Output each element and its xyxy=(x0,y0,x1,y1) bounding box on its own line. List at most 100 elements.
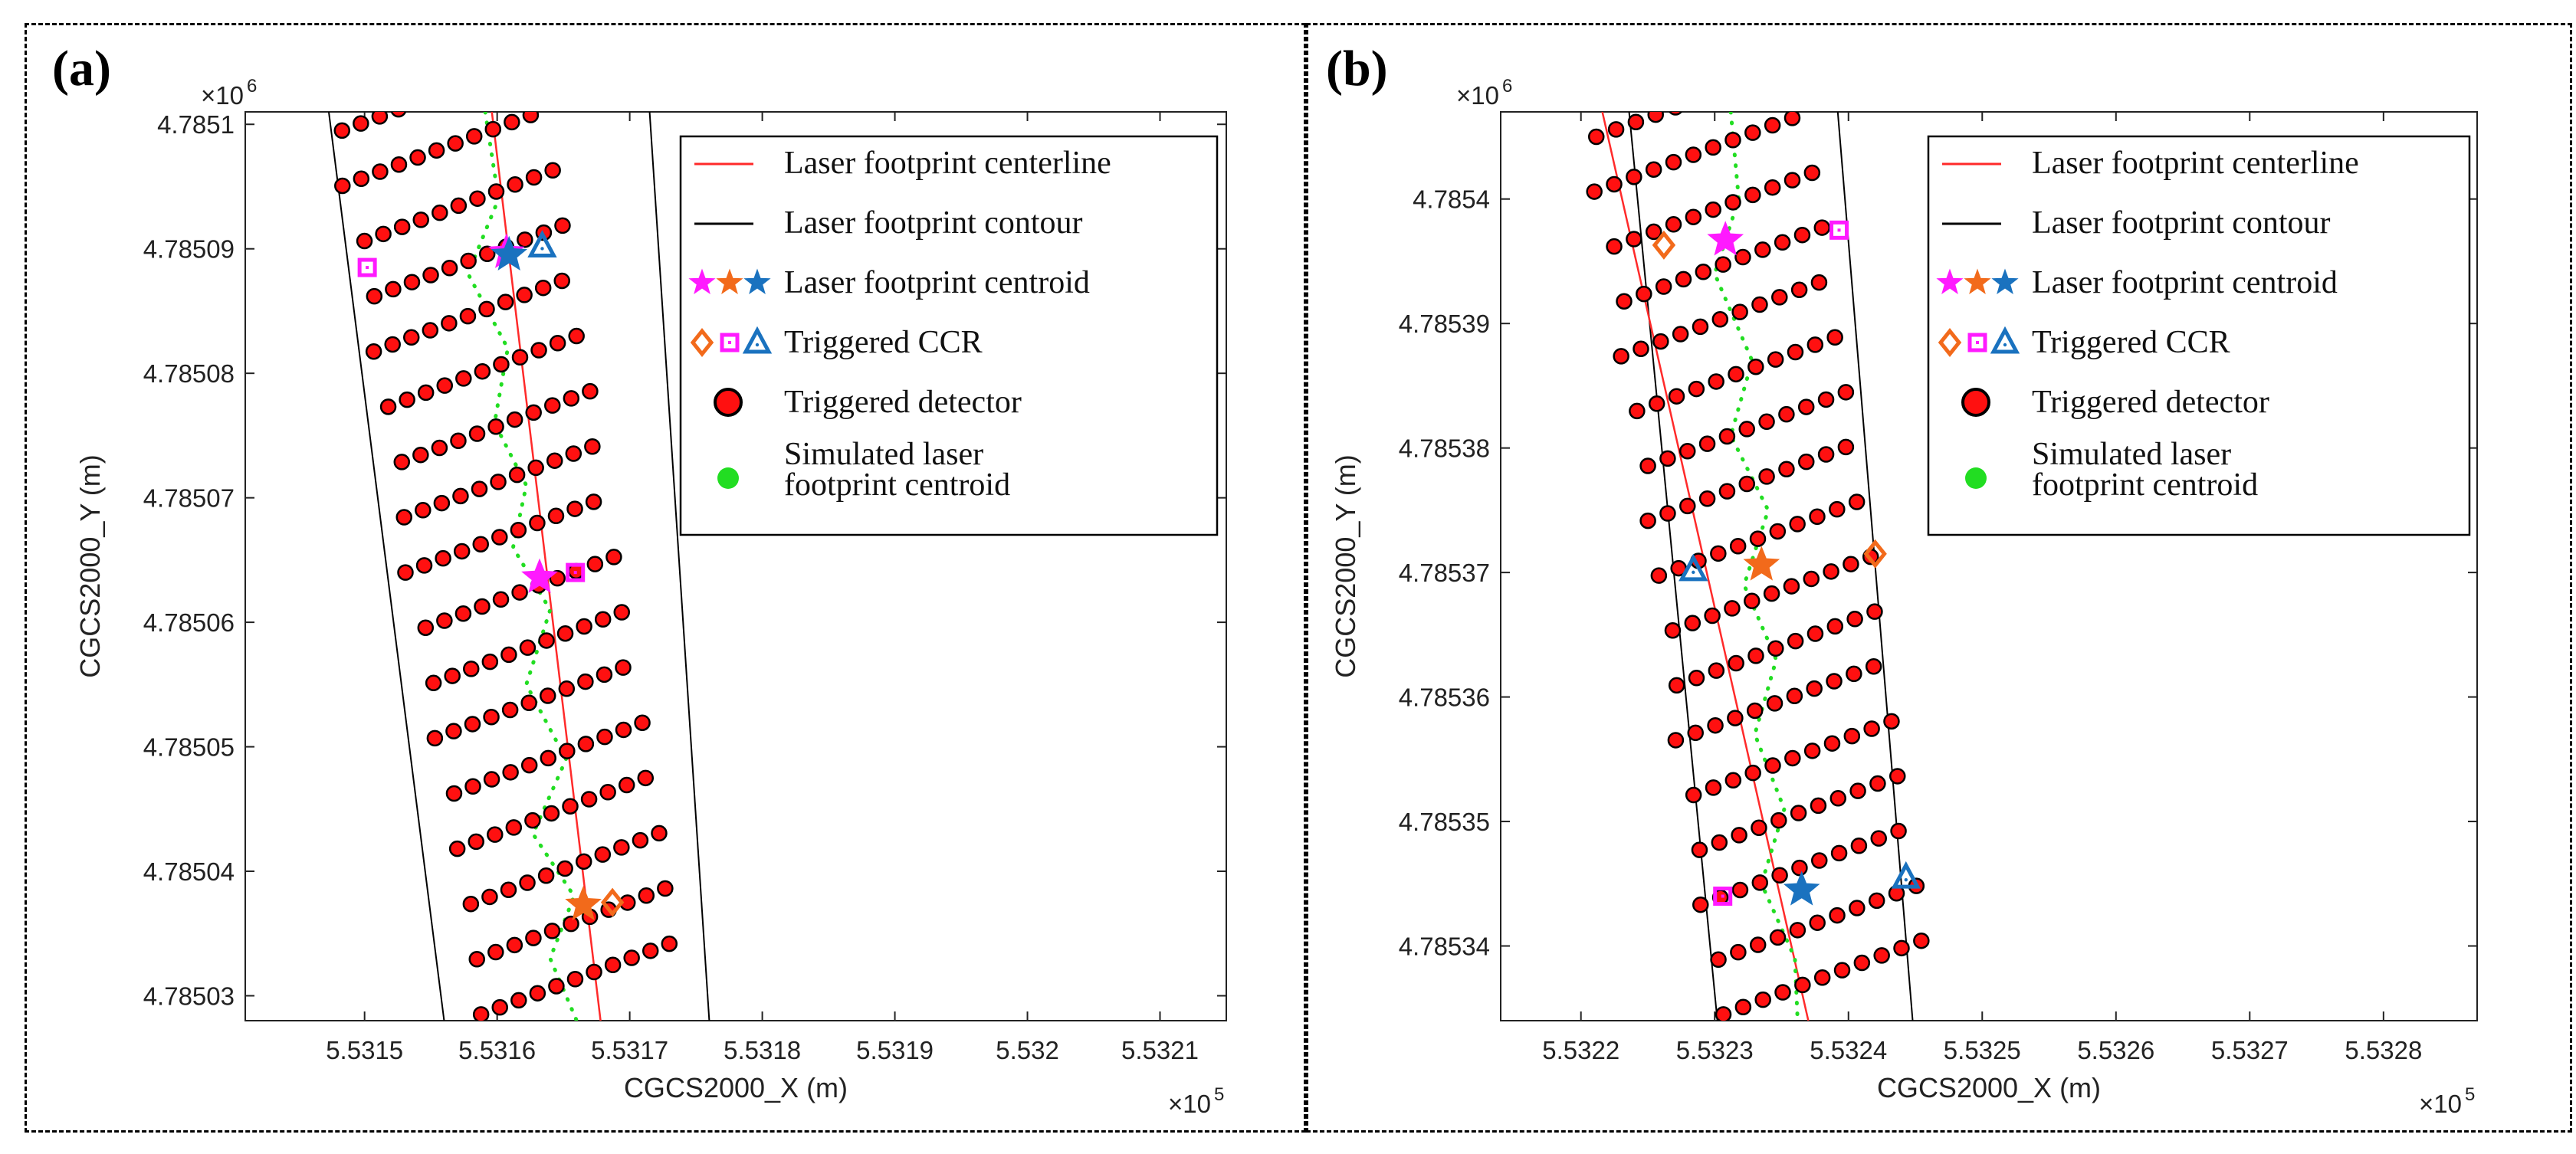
detector-dot xyxy=(484,120,502,138)
detector-dot xyxy=(565,445,582,462)
detector-dot xyxy=(1698,435,1716,452)
detector-dot xyxy=(1730,943,1747,961)
detector-dot xyxy=(1817,446,1835,463)
detector-dot xyxy=(1866,603,1883,620)
detector-dot xyxy=(469,190,486,207)
detector-dot xyxy=(384,336,401,353)
detector-dot xyxy=(1708,85,1722,100)
detector-dot xyxy=(410,95,425,110)
detector-dot xyxy=(586,963,602,981)
legend-star-orange xyxy=(716,268,743,294)
detector-dot xyxy=(1688,669,1705,687)
y-tick-label: 4.78538 xyxy=(1399,434,1490,463)
detector-dot xyxy=(448,840,466,857)
detector-dot xyxy=(428,142,445,159)
detector-dot xyxy=(638,887,655,904)
detector-dot xyxy=(1629,402,1646,420)
detector-dot xyxy=(1738,421,1755,438)
detector-dot xyxy=(445,785,463,802)
legend-detector-label: Triggered detector xyxy=(784,385,1022,420)
detector-dot xyxy=(1787,632,1804,650)
detector-dot xyxy=(492,591,510,608)
detector-dot xyxy=(429,88,444,103)
detector-dot xyxy=(1771,867,1788,884)
detector-dot xyxy=(525,404,542,421)
x-tick-label: 5.5325 xyxy=(1944,1036,2021,1064)
chart-a: 5.5315 5.5316 5.5317 5.5318 5.5319 5.532 5.532… xyxy=(74,74,1227,1118)
detector-dot xyxy=(1865,658,1882,675)
detector-dot xyxy=(441,259,458,277)
detector-dot xyxy=(464,778,481,795)
detector-dot xyxy=(1869,775,1886,792)
centerline xyxy=(1601,112,1810,1021)
y-tick-label: 4.78507 xyxy=(143,484,235,513)
detector-dot xyxy=(604,956,622,974)
x-exponent-power: 5 xyxy=(2465,1084,2475,1105)
detector-dot xyxy=(1647,112,1664,123)
detector-dot xyxy=(566,500,583,517)
detector-dot xyxy=(1692,896,1709,913)
detector-dot xyxy=(543,805,560,822)
detector-dot xyxy=(1771,289,1788,306)
ccr-diamond-orange xyxy=(1863,539,1887,569)
detector-dot xyxy=(1803,164,1821,182)
ccr-diamond-orange xyxy=(1652,230,1676,260)
detector-dot xyxy=(1843,727,1861,745)
ccr-triangle-blue-center xyxy=(540,247,544,251)
legend-centerline-label: Laser footprint centerline xyxy=(784,146,1111,181)
detector-dot xyxy=(530,342,547,359)
detector-dot xyxy=(519,639,537,656)
detector-dot xyxy=(1665,216,1682,233)
detector-dot xyxy=(474,598,491,615)
detector-dot xyxy=(1790,281,1808,299)
detector-dot xyxy=(1744,124,1761,141)
detector-dot xyxy=(1627,113,1645,131)
x-tick-label: 5.5323 xyxy=(1676,1036,1754,1064)
detector-dot xyxy=(543,923,561,939)
detector-dot xyxy=(637,769,655,787)
detector-dot xyxy=(549,335,566,352)
detector-dot xyxy=(582,382,599,400)
y-exponent-label: ×10 xyxy=(1456,81,1499,110)
detector-dot xyxy=(431,439,448,457)
detector-dot xyxy=(544,397,561,414)
detector-dot xyxy=(1698,490,1716,507)
detector-dot xyxy=(519,874,536,891)
detector-dot xyxy=(504,113,520,131)
detector-dot xyxy=(546,452,563,469)
detector-dot xyxy=(1633,340,1649,357)
detector-dot xyxy=(1747,358,1764,375)
x-tick-label: 5.5324 xyxy=(1810,1036,1887,1064)
y-tick-label: 4.7854 xyxy=(1413,185,1490,214)
detector-dot xyxy=(412,446,429,464)
detector-dot xyxy=(1763,585,1780,602)
detector-dot xyxy=(1806,625,1824,642)
detector-dot xyxy=(500,881,517,898)
detector-dot xyxy=(390,112,407,118)
legend-star-magenta xyxy=(688,268,716,294)
detector-dot xyxy=(441,315,458,332)
detector-dot xyxy=(1837,438,1855,456)
panel-a-label: (a) xyxy=(52,41,111,97)
detector-dot xyxy=(1751,874,1769,891)
detector-dot xyxy=(1754,991,1771,1008)
ccr-square-magenta-center xyxy=(573,571,577,575)
detector-dot xyxy=(334,177,351,195)
detector-dot xyxy=(1789,922,1806,939)
detector-dot xyxy=(447,135,464,152)
detector-dot xyxy=(661,935,678,952)
detector-dot xyxy=(468,833,484,851)
detector-dot xyxy=(599,784,616,801)
detector-dot xyxy=(372,163,389,180)
detector-dot xyxy=(1786,687,1803,704)
y-exponent-power: 6 xyxy=(1502,76,1512,97)
legend-simulated-swatch xyxy=(717,467,739,489)
detector-dot xyxy=(559,743,576,759)
detector-dot xyxy=(467,74,481,88)
detector-dot xyxy=(1626,231,1642,248)
centroid-star-blue xyxy=(1783,870,1820,906)
detector-dot xyxy=(1784,172,1801,189)
legend-b: Laser footprint centerline Laser footprin… xyxy=(1927,135,2471,536)
detector-dot xyxy=(1846,665,1862,683)
detector-dot xyxy=(1787,56,1802,70)
